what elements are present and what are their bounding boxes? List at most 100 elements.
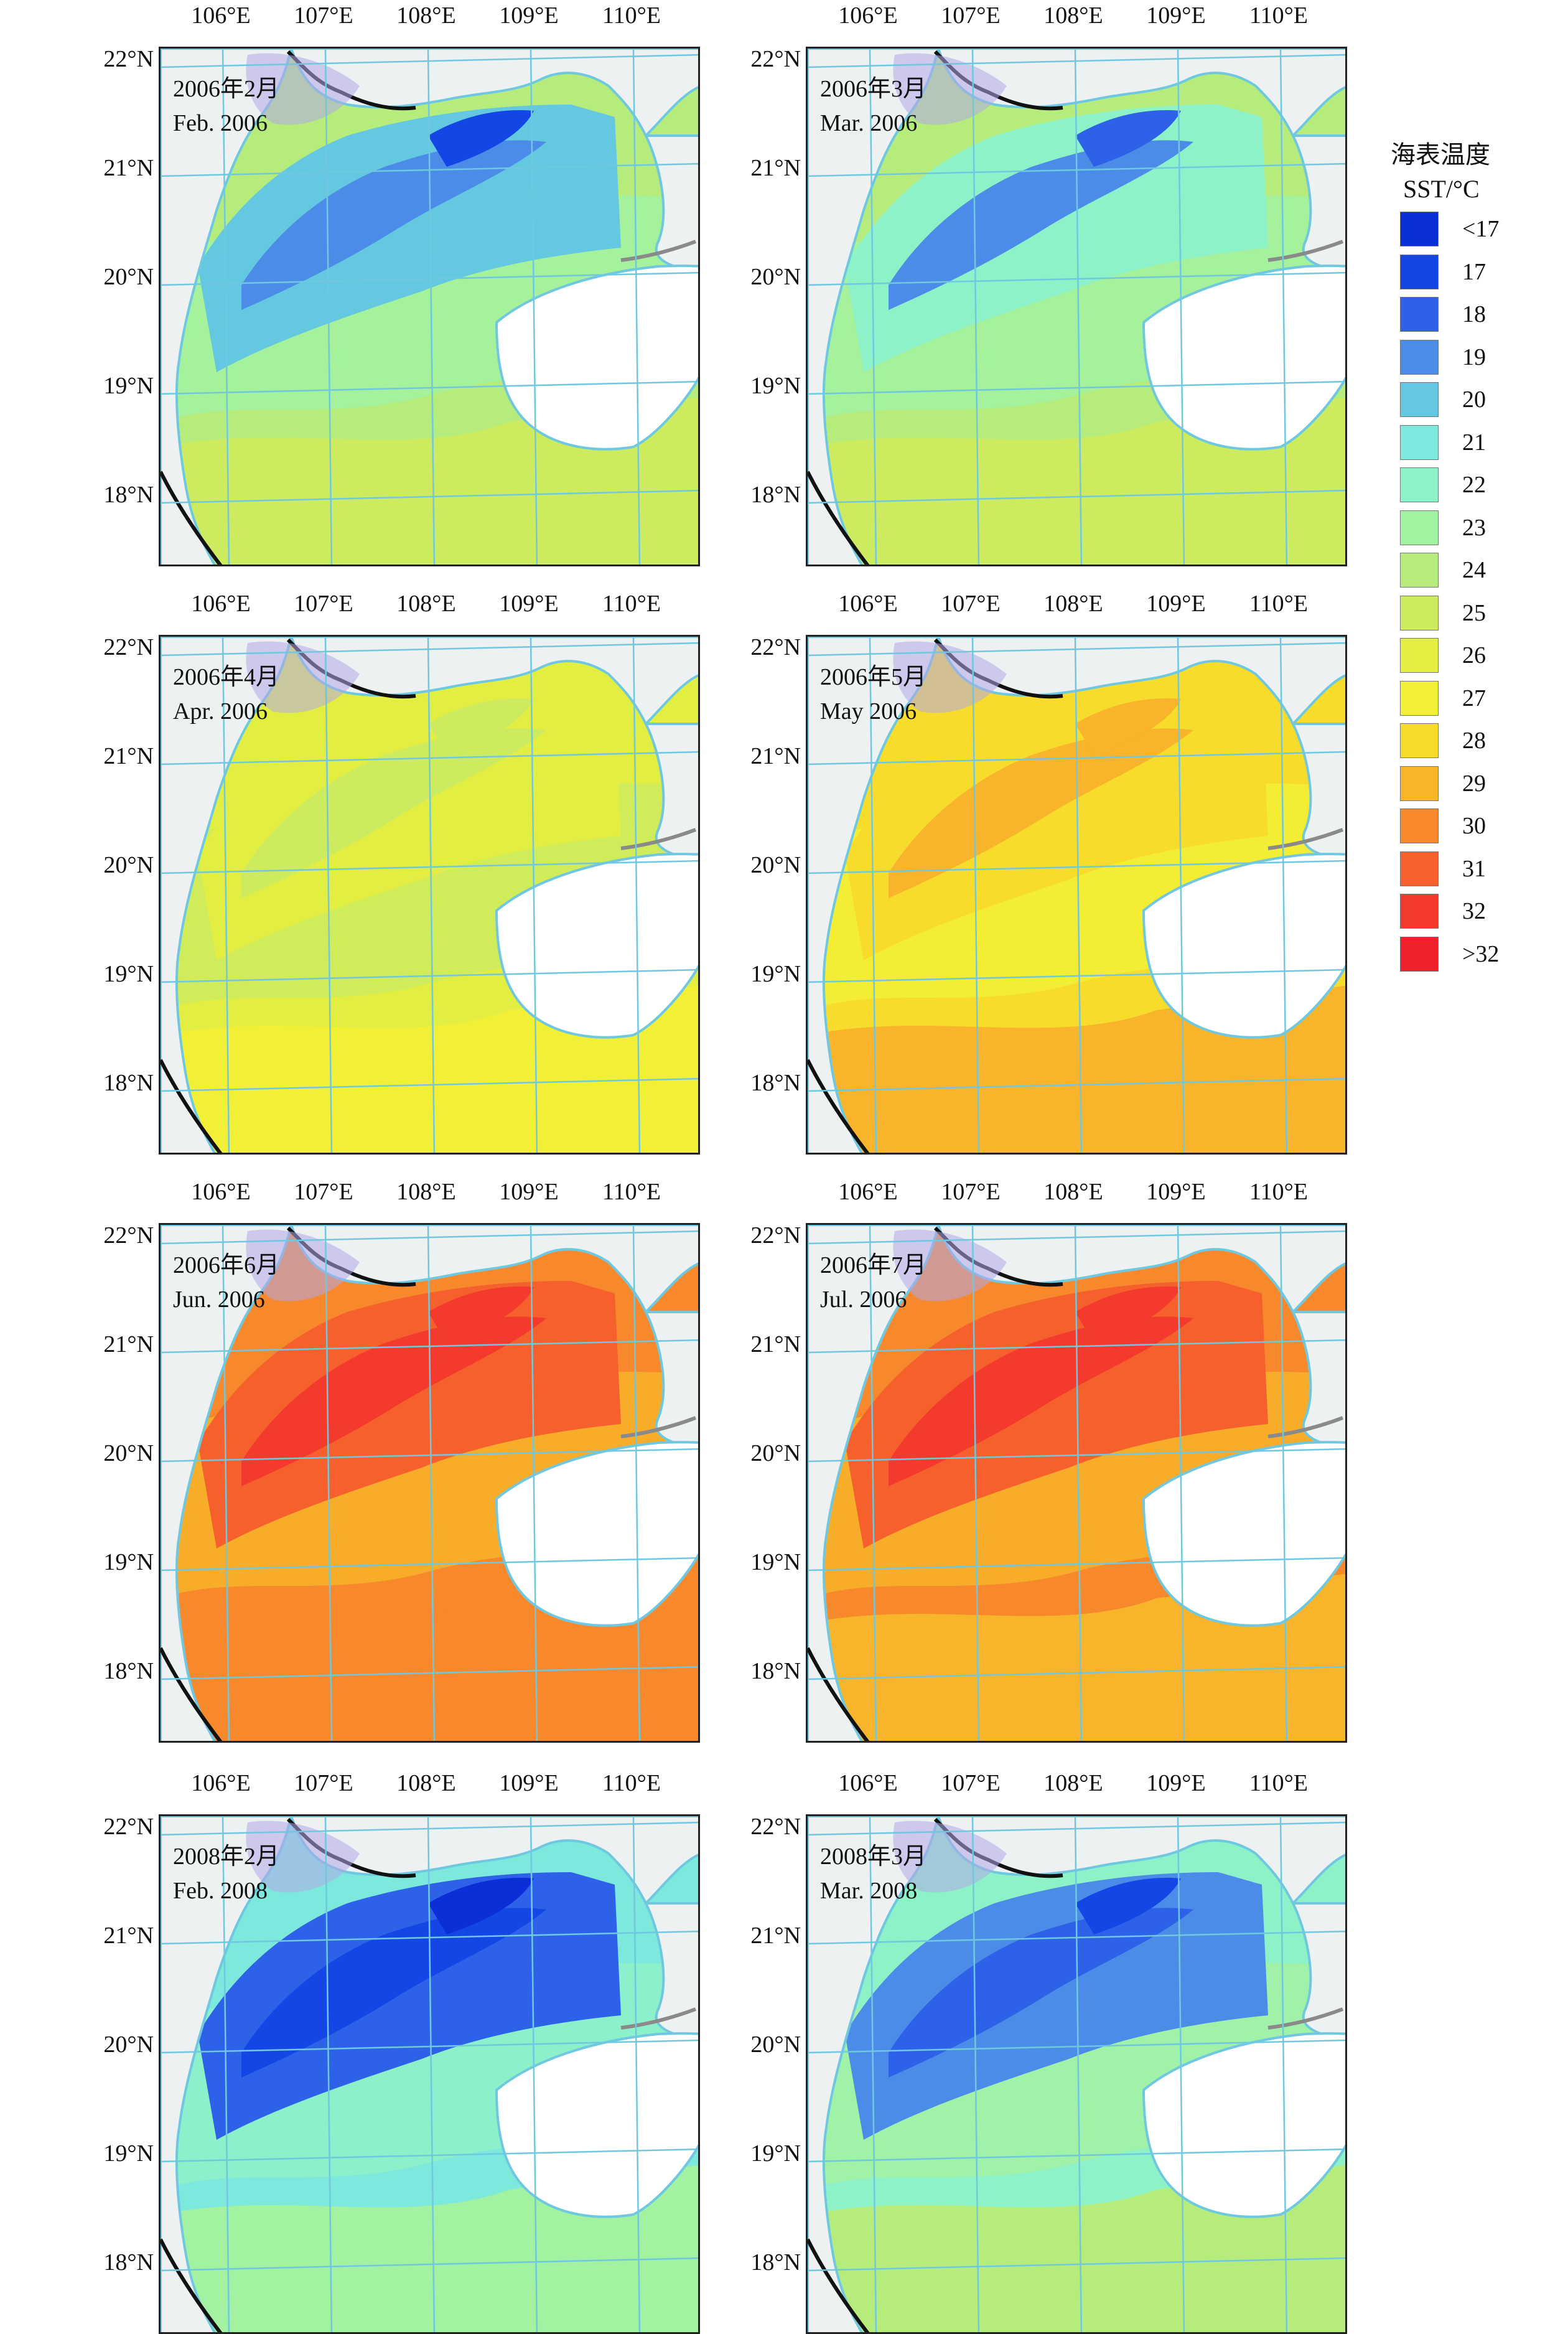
date-label-cn: 2008年3月 [820,1844,927,1870]
shaded-region [246,641,360,713]
strait-line [620,240,697,262]
legend-label: 26 [1462,642,1486,668]
parallel-line [808,2039,1345,2054]
parallel-line [808,1666,1345,1680]
longitude-label: 106°E [838,1179,898,1205]
longitude-label: 109°E [1146,1770,1206,1796]
parallel-line [161,2039,698,2054]
sst-zone-core [241,728,546,898]
legend-swatch [1400,339,1439,375]
legend-label: 28 [1462,728,1486,754]
meridian-line [222,1225,230,1741]
meridian-line [427,1816,436,2332]
sst-zone-extreme [1075,1878,1181,1934]
latitude-label: 22°N [103,1814,154,1840]
sst-zone-core [241,1908,546,2078]
longitude-label: 110°E [1249,2,1308,29]
sst-map-panel: 106°E 107°E 108°E 109°E 110°E 22°N 21°N 20°N 19°… [103,2,700,566]
latitude-label: 21°N [750,1331,801,1357]
legend-label: 24 [1462,557,1486,583]
parallel-line [161,860,698,874]
legend-item: 30 [1400,808,1549,843]
latitude-label: 19°N [750,2140,801,2167]
parallel-line [808,2257,1345,2272]
map-frame: 2008年3月 Mar. 2008 [806,1814,1347,2334]
latitude-label: 20°N [750,2032,801,2058]
meridian-line [971,1225,980,1741]
meridian-line [632,637,641,1153]
meridian-line [1279,637,1288,1153]
strait-line [620,2007,697,2030]
meridian-line [1074,49,1083,565]
meridian-line [530,637,538,1153]
land-vietnam [808,49,940,565]
strait-line [1267,240,1344,262]
strait-line [620,1416,697,1438]
sst-zone-core [889,1316,1193,1486]
longitude-label: 108°E [396,1770,456,1796]
sst-map-panel: 106°E 107°E 108°E 109°E 110°E 22°N 21°N 20°N 19°… [750,591,1347,1155]
latitude-label: 21°N [103,743,154,769]
sst-map [808,1816,1345,2332]
longitude-label: 107°E [941,2,1001,29]
legend-label: 20 [1462,387,1486,413]
longitude-label: 107°E [294,1770,353,1796]
legend-label: >32 [1462,940,1500,967]
date-label: 2006年3月 Mar. 2006 [820,72,926,141]
parallel-line [161,54,698,68]
date-label-en: Apr. 2006 [173,698,268,724]
sst-zone-extreme [428,110,534,167]
latitude-label: 20°N [103,264,154,290]
latitude-label: 20°N [103,2032,154,2058]
sst-zone-extreme [1075,110,1181,167]
latitude-label: 20°N [103,852,154,878]
date-label: 2006年7月 Jul. 2006 [820,1249,926,1317]
longitude-label: 107°E [294,2,353,29]
latitude-label: 22°N [103,1222,154,1249]
parallel-line [161,380,698,395]
latitude-label: 18°N [103,2249,154,2275]
longitude-label: 107°E [941,591,1001,617]
longitude-label: 106°E [191,1179,251,1205]
date-label-cn: 2006年3月 [820,76,927,102]
legend-label: 18 [1462,301,1486,327]
latitude-label: 19°N [103,373,154,399]
legend-item: 25 [1400,595,1549,630]
date-label-en: May 2006 [820,698,917,724]
sst-zone-core [241,1316,546,1486]
date-label-en: Mar. 2008 [820,1878,918,1904]
sst-map [161,1816,698,2332]
legend-label: 25 [1462,599,1486,626]
meridian-line [1177,1816,1185,2332]
latitude-label: 18°N [750,2249,801,2275]
land-china [289,49,698,138]
legend-label: 23 [1462,514,1486,541]
border-line-south [161,1647,223,1741]
legend-swatch [1400,212,1439,246]
date-label-cn: 2006年7月 [820,1252,927,1278]
latitude-label: 18°N [750,1070,801,1096]
meridian-line [1279,1816,1288,2332]
date-label: 2006年5月 May 2006 [820,660,926,729]
longitude-label: 109°E [1146,591,1206,617]
meridian-line [324,637,333,1153]
latitude-label: 21°N [103,1331,154,1357]
meridian-line [632,1225,641,1741]
land-china [289,637,698,726]
land-vietnam [161,1225,293,1741]
legend-label: 30 [1462,813,1486,839]
border-line-south [161,471,223,565]
parallel-line [161,1930,698,1945]
latitude-label: 18°N [750,1658,801,1684]
meridian-line [1074,637,1083,1153]
longitude-label: 107°E [941,1179,1001,1205]
sst-zone-extreme [1075,698,1181,755]
legend-item: 32 [1400,894,1549,929]
land-china [936,49,1345,138]
land-vietnam [161,637,293,1153]
legend-swatch [1400,382,1439,417]
land-vietnam [161,1816,293,2332]
legend-swatch [1400,467,1439,502]
legend-swatch [1400,851,1439,886]
sst-zone-core [889,728,1193,898]
